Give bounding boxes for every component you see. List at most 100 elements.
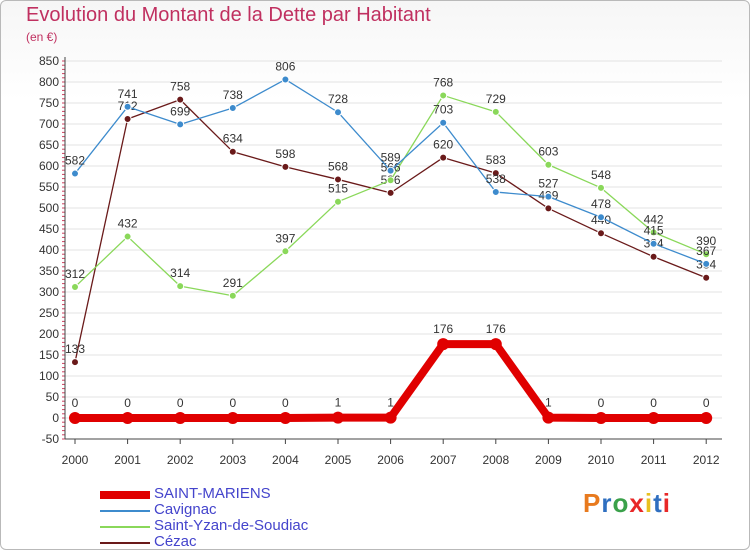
x-tick-label: 2000 bbox=[62, 453, 89, 467]
data-label: 432 bbox=[118, 217, 138, 231]
data-point bbox=[176, 282, 185, 291]
legend-swatch bbox=[100, 491, 150, 499]
legend-item: Cézac bbox=[100, 533, 400, 550]
data-point bbox=[176, 95, 185, 104]
data-point bbox=[386, 188, 395, 197]
data-point bbox=[279, 412, 292, 424]
data-point bbox=[384, 411, 397, 424]
data-label: 415 bbox=[644, 224, 664, 238]
data-label: 738 bbox=[223, 88, 243, 102]
data-label: 0 bbox=[598, 396, 605, 410]
data-label: 390 bbox=[696, 234, 716, 248]
y-tick-label: 500 bbox=[39, 201, 59, 215]
data-point bbox=[439, 91, 448, 100]
data-point bbox=[226, 412, 239, 424]
data-point bbox=[281, 75, 290, 84]
y-tick-label: 450 bbox=[39, 222, 59, 236]
data-label: 741 bbox=[118, 87, 138, 101]
data-label: 568 bbox=[328, 159, 348, 173]
data-point bbox=[386, 176, 395, 185]
logo-letter: P bbox=[583, 488, 602, 518]
y-tick-label: 100 bbox=[39, 369, 59, 383]
data-point bbox=[281, 247, 290, 256]
data-label: 291 bbox=[223, 276, 243, 290]
data-label: 603 bbox=[538, 145, 558, 159]
x-tick-label: 2002 bbox=[167, 453, 194, 467]
legend-item: Cavignac bbox=[100, 501, 400, 518]
data-point bbox=[332, 411, 344, 424]
data-label: 314 bbox=[170, 266, 190, 280]
chart-title: Evolution du Montant de la Dette par Hab… bbox=[26, 4, 431, 26]
data-point bbox=[228, 104, 237, 113]
data-label: 620 bbox=[433, 138, 453, 152]
x-tick-label: 2011 bbox=[641, 453, 667, 467]
data-label: 0 bbox=[72, 396, 79, 410]
x-tick-label: 2012 bbox=[693, 453, 720, 467]
data-point bbox=[597, 213, 605, 222]
data-point bbox=[595, 412, 607, 424]
data-label: 703 bbox=[433, 103, 453, 117]
legend-label: Saint-Yzan-de-Soudiac bbox=[154, 517, 309, 534]
data-label: 1 bbox=[335, 396, 342, 410]
data-point bbox=[702, 250, 711, 259]
legend: SAINT-MARIENS Cavignac Saint-Yzan-de-Soudi… bbox=[100, 485, 400, 550]
data-point bbox=[123, 114, 132, 123]
data-point bbox=[647, 412, 660, 424]
legend-item: SAINT-MARIENS bbox=[100, 485, 400, 502]
x-tick-label: 2003 bbox=[219, 453, 246, 467]
data-point bbox=[228, 147, 237, 156]
y-tick-label: 700 bbox=[39, 117, 59, 131]
data-label: 367 bbox=[696, 244, 716, 258]
x-tick-label: 2007 bbox=[430, 453, 457, 467]
data-point bbox=[544, 192, 553, 201]
data-label: 699 bbox=[170, 104, 190, 118]
y-tick-label: 50 bbox=[46, 390, 60, 404]
x-tick-label: 2004 bbox=[272, 453, 299, 467]
data-point bbox=[71, 358, 79, 367]
data-label: 548 bbox=[591, 168, 611, 182]
logo-letter: x bbox=[629, 488, 645, 518]
legend-swatch bbox=[100, 510, 150, 512]
data-label: 768 bbox=[433, 75, 453, 89]
data-label: 728 bbox=[328, 92, 348, 106]
y-tick-label: 850 bbox=[39, 54, 59, 68]
data-point bbox=[121, 412, 134, 424]
data-point bbox=[649, 239, 658, 248]
data-point bbox=[386, 166, 395, 175]
data-point bbox=[334, 108, 342, 117]
data-label: 478 bbox=[591, 197, 611, 211]
data-label: 582 bbox=[65, 154, 85, 168]
data-label: 527 bbox=[538, 177, 558, 191]
unit-label: (en €) bbox=[26, 30, 58, 44]
data-label: 442 bbox=[644, 212, 664, 226]
data-label: 515 bbox=[328, 182, 348, 196]
y-tick-label: 600 bbox=[39, 159, 59, 173]
data-label: 0 bbox=[703, 396, 710, 410]
data-point bbox=[542, 411, 555, 424]
proxiti-logo: Proxiti bbox=[583, 488, 671, 519]
y-tick-label: 250 bbox=[39, 306, 59, 320]
y-tick-label: 150 bbox=[39, 348, 59, 362]
data-point bbox=[597, 229, 605, 238]
series-line-c-zac bbox=[74, 98, 707, 363]
y-tick-label: 300 bbox=[39, 285, 59, 299]
x-tick-label: 2008 bbox=[482, 453, 509, 467]
x-tick-label: 2001 bbox=[114, 453, 141, 467]
data-label: 0 bbox=[229, 396, 236, 410]
y-tick-label: 400 bbox=[39, 243, 59, 257]
y-tick-label: 550 bbox=[39, 180, 59, 194]
data-label: 806 bbox=[275, 59, 295, 73]
data-label: 0 bbox=[282, 396, 289, 410]
x-tick-label: 2005 bbox=[325, 453, 352, 467]
y-tick-label: -50 bbox=[42, 432, 60, 446]
data-point bbox=[439, 118, 448, 127]
y-tick-label: 800 bbox=[39, 75, 59, 89]
data-point bbox=[700, 412, 713, 424]
data-point bbox=[489, 338, 502, 351]
data-label: 634 bbox=[223, 132, 243, 146]
x-tick-label: 2010 bbox=[588, 453, 615, 467]
logo-letter: t bbox=[653, 488, 663, 518]
data-point bbox=[334, 175, 342, 184]
x-tick-label: 2006 bbox=[377, 453, 404, 467]
data-label: 1 bbox=[545, 396, 552, 410]
